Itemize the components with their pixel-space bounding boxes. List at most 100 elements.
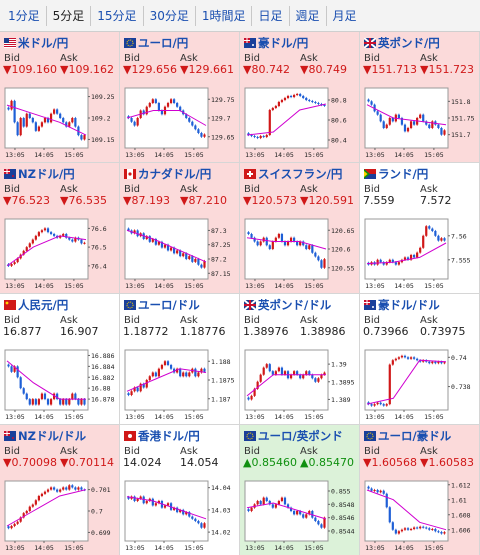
pair-title[interactable]: NZドル/ドル <box>4 428 86 444</box>
candle <box>22 388 25 394</box>
pair-name[interactable]: NZドル/ドル <box>18 429 87 443</box>
candle <box>262 136 265 137</box>
pair-name[interactable]: 英ポンド/ドル <box>258 298 332 312</box>
price-chart[interactable]: 80.8 80.6 80.4 13:05 14:05 15:05 <box>242 82 358 162</box>
currency-cell[interactable]: 豪ドル/ドル Bid Ask 0.73966 0.73975 0.74 0.738 13:05… <box>360 294 480 425</box>
candle <box>431 228 434 231</box>
x-tick-label: 15:05 <box>64 151 84 159</box>
currency-cell[interactable]: スイスフラン/円 Bid Ask ▼120.573 ▼120.591 120.65 120.… <box>240 163 360 294</box>
currency-cell[interactable]: カナダドル/円 Bid Ask ▼87.193 ▼87.210 87.3 87.25 87.2… <box>120 163 240 294</box>
eu-flag-icon <box>244 431 256 441</box>
pair-name[interactable]: 人民元/円 <box>18 298 69 312</box>
currency-cell[interactable]: ユーロ/円 Bid Ask ▼129.656 ▼129.661 129.75 129.7 12… <box>120 32 240 163</box>
timeframe-tab[interactable]: 15分足 <box>91 5 144 26</box>
candle <box>323 517 326 528</box>
candle <box>194 125 197 130</box>
candle <box>286 241 290 246</box>
price-chart[interactable]: 0.74 0.738 13:05 14:05 15:05 <box>362 344 478 424</box>
pair-title[interactable]: NZドル/円 <box>4 166 75 182</box>
pair-name[interactable]: スイスフラン/円 <box>258 167 343 181</box>
pair-title[interactable]: 英ポンド/円 <box>364 35 440 51</box>
price-chart[interactable]: 120.65 120.6 120.55 13:05 14:05 15:05 <box>242 213 358 293</box>
price-chart[interactable]: 0.701 0.7 0.699 13:05 14:05 15:05 <box>2 475 118 555</box>
currency-cell[interactable]: ユーロ/ドル Bid Ask 1.18772 1.18776 1.188 1.1875 1.1… <box>120 294 240 425</box>
timeframe-tab[interactable]: 週足 <box>290 5 327 26</box>
price-chart[interactable]: 129.75 129.7 129.65 13:05 14:05 15:05 <box>122 82 238 162</box>
price-chart[interactable]: 1.188 1.1875 1.187 13:05 14:05 15:05 <box>122 344 238 424</box>
candle <box>43 491 47 494</box>
pair-name[interactable]: ユーロ/円 <box>138 36 189 50</box>
ask-value: 1.38986 <box>300 325 346 338</box>
currency-cell[interactable]: 英ポンド/ドル Bid Ask 1.38976 1.38986 1.39 1.3895 1.3… <box>240 294 360 425</box>
pair-name[interactable]: カナダドル/円 <box>138 167 212 181</box>
price-chart[interactable]: 16.886 16.884 16.882 16.88 16.878 13:05 14:05 1… <box>2 344 118 424</box>
currency-cell[interactable]: 人民元/円 Bid Ask 16.877 16.907 16.886 16.884 16.88… <box>0 294 120 425</box>
candle <box>169 365 173 369</box>
pair-title[interactable]: カナダドル/円 <box>124 166 211 182</box>
pair-name[interactable]: 米ドル/円 <box>18 36 69 50</box>
pair-name[interactable]: 香港ドル/円 <box>138 429 200 443</box>
candle <box>428 226 431 229</box>
candle <box>194 259 197 262</box>
pair-title[interactable]: 英ポンド/ドル <box>244 297 331 313</box>
pair-name[interactable]: ユーロ/英ポンド <box>258 429 343 443</box>
pair-title[interactable]: ユーロ/円 <box>124 35 188 51</box>
y-tick-label: 16.886 <box>91 352 115 360</box>
candle <box>71 239 74 242</box>
price-chart[interactable]: 76.6 76.5 76.4 13:05 14:05 15:05 <box>2 213 118 293</box>
timeframe-tab[interactable]: 5分足 <box>47 5 92 26</box>
price-chart[interactable]: 1.39 1.3895 1.389 13:05 14:05 15:05 <box>242 344 358 424</box>
pair-name[interactable]: ユーロ/ドル <box>138 298 200 312</box>
pair-name[interactable]: ランド/円 <box>378 167 429 181</box>
price-chart[interactable]: 0.855 0.8548 0.8546 0.8544 13:05 14:05 15:05 <box>242 475 358 555</box>
currency-cell[interactable]: 香港ドル/円 Bid Ask 14.024 14.054 14.04 14.03 14.02 1… <box>120 425 240 555</box>
price-chart[interactable]: 14.04 14.03 14.02 13:05 14:05 15:05 <box>122 475 238 555</box>
candle <box>247 509 250 511</box>
pair-name[interactable]: ユーロ/豪ドル <box>378 429 452 443</box>
currency-cell[interactable]: ランド/円 Bid Ask 7.559 7.572 7.56 7.555 13:05 14:05… <box>360 163 480 294</box>
timeframe-tab[interactable]: 1時間足 <box>196 5 253 26</box>
currency-cell[interactable]: NZドル/ドル Bid Ask ▼0.70098 ▼0.70114 0.701 0.7 0.6… <box>0 425 120 555</box>
candle <box>440 532 443 534</box>
price-chart[interactable]: 87.3 87.25 87.2 87.15 13:05 14:05 15:05 <box>122 213 238 293</box>
pair-title[interactable]: 豪ドル/ドル <box>364 297 440 313</box>
pair-name[interactable]: NZドル/円 <box>18 167 75 181</box>
price-chart[interactable]: 1.612 1.61 1.608 1.606 13:05 14:05 15:05 <box>362 475 478 555</box>
currency-cell[interactable]: 豪ドル/円 Bid Ask ▼80.742 ▼80.749 80.8 80.6 80.4 13:… <box>240 32 360 163</box>
pair-title[interactable]: ランド/円 <box>364 166 428 182</box>
timeframe-tab[interactable]: 30分足 <box>144 5 196 26</box>
pair-title[interactable]: 豪ドル/円 <box>244 35 308 51</box>
candle <box>422 114 425 122</box>
price-chart[interactable]: 7.56 7.555 13:05 14:05 15:05 <box>362 213 478 293</box>
x-tick-label: 15:05 <box>64 544 84 552</box>
pair-title[interactable]: ユーロ/豪ドル <box>364 428 451 444</box>
bid-label: Bid <box>4 315 20 326</box>
pair-name[interactable]: 豪ドル/ドル <box>378 298 440 312</box>
pair-title[interactable]: 香港ドル/円 <box>124 428 200 444</box>
candle <box>37 496 41 501</box>
timeframe-tab[interactable]: 1分足 <box>2 5 47 26</box>
price-chart[interactable]: 109.25 109.2 109.15 13:05 14:05 15:05 <box>2 82 118 162</box>
candle <box>277 367 281 372</box>
pair-name[interactable]: 英ポンド/円 <box>378 36 440 50</box>
timeframe-tab[interactable]: 月足 <box>332 8 357 23</box>
candle <box>299 94 302 96</box>
candle <box>197 129 200 133</box>
timeframe-tab[interactable]: 日足 <box>252 5 290 26</box>
ask-label: Ask <box>300 315 318 326</box>
ask-label: Ask <box>300 446 318 457</box>
currency-cell[interactable]: ユーロ/豪ドル Bid Ask ▼1.60568 ▼1.60583 1.612 1.61 1.… <box>360 425 480 555</box>
pair-title[interactable]: 米ドル/円 <box>4 35 68 51</box>
currency-cell[interactable]: ユーロ/英ポンド Bid Ask ▲0.85460 ▲0.85470 0.855 0.854… <box>240 425 360 555</box>
y-tick-label: 1.39 <box>331 361 347 369</box>
candle <box>422 526 425 528</box>
currency-cell[interactable]: 英ポンド/円 Bid Ask ▼151.713 ▼151.723 151.8 151.75 1… <box>360 32 480 163</box>
pair-name[interactable]: 豪ドル/円 <box>258 36 309 50</box>
pair-title[interactable]: ユーロ/ドル <box>124 297 200 313</box>
price-chart[interactable]: 151.8 151.75 151.7 13:05 14:05 15:05 <box>362 82 478 162</box>
currency-cell[interactable]: 米ドル/円 Bid Ask ▼109.160 ▼109.162 109.25 109.2 10… <box>0 32 120 163</box>
currency-cell[interactable]: NZドル/円 Bid Ask ▼76.523 ▼76.535 76.6 76.5 76.4 13… <box>0 163 120 294</box>
pair-title[interactable]: 人民元/円 <box>4 297 68 313</box>
pair-title[interactable]: スイスフラン/円 <box>244 166 342 182</box>
pair-title[interactable]: ユーロ/英ポンド <box>244 428 343 444</box>
